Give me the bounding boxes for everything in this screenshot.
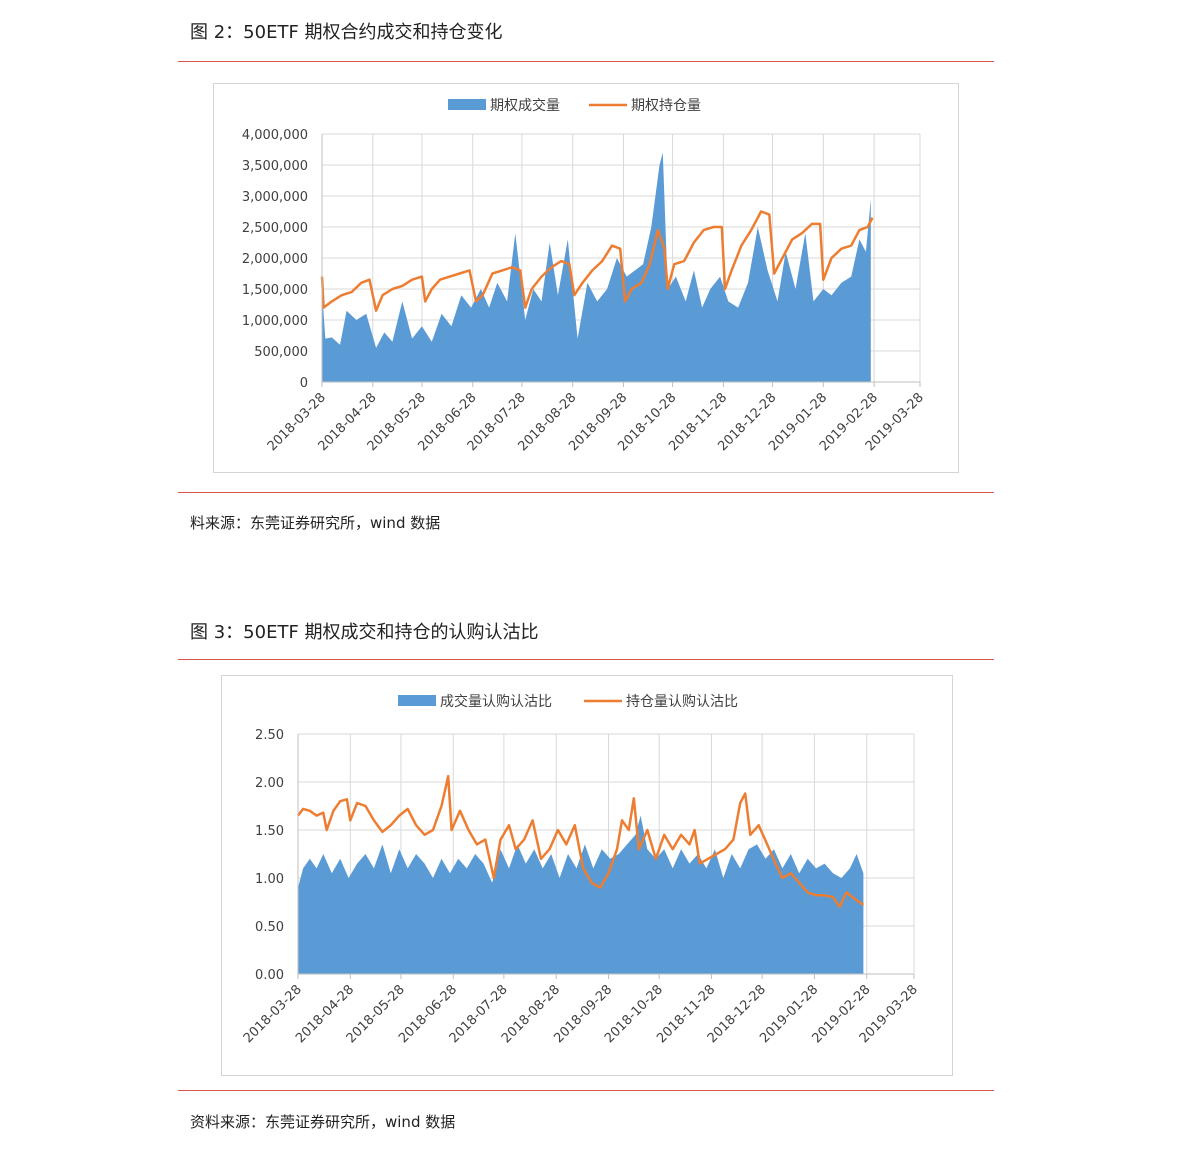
legend-swatch-area [398, 695, 436, 706]
legend: 成交量认购认沽比 持仓量认购认沽比 [398, 693, 738, 710]
legend: 期权成交量 期权持仓量 [448, 97, 701, 114]
chart-2-frame: 0.00 0.50 1.00 1.50 2.00 2.50 2018-03-28 2018-0… [221, 675, 953, 1076]
figure-3-title: 图 3：50ETF 期权成交和持仓的认购认沽比 [190, 622, 539, 643]
line-series [320, 210, 874, 312]
legend-label: 持仓量认购认沽比 [626, 694, 738, 710]
figure-3-top-rule [178, 659, 994, 660]
line-series [297, 774, 865, 909]
y-tick-label: 1.50 [255, 824, 284, 839]
y-tick-label: 2,000,000 [242, 252, 308, 267]
y-tick-label: 2,500,000 [242, 221, 308, 236]
y-tick-label: 3,000,000 [242, 190, 308, 205]
y-tick-label: 500,000 [254, 345, 308, 360]
y-tick-label: 2.00 [255, 776, 284, 791]
chart-2-svg: 0.000.501.001.502.002.502018-03-282018-0… [241, 693, 921, 1046]
y-tick-label: 0 [300, 376, 308, 391]
y-tick-label: 1,000,000 [242, 314, 308, 329]
legend-swatch-area [448, 99, 486, 110]
y-tick-label: 3,500,000 [242, 159, 308, 174]
figure-3-source: 资料来源：东莞证券研究所，wind 数据 [190, 1113, 456, 1131]
y-tick-label: 4,000,000 [242, 128, 308, 143]
y-tick-label: 1,500,000 [242, 283, 308, 298]
legend-label: 成交量认购认沽比 [440, 693, 552, 710]
area-series [322, 152, 871, 382]
figure-3-bottom-rule [178, 1090, 994, 1091]
legend-label: 期权持仓量 [631, 98, 701, 114]
chart-1-svg: 0 500,000 1,000,000 1,500,000 2,000,000 2,500… [242, 97, 927, 454]
y-tick-label: 2.50 [255, 728, 284, 743]
figure-2-bottom-rule [178, 492, 994, 493]
figure-2-top-rule [178, 61, 994, 62]
legend-label: 期权成交量 [490, 97, 560, 114]
y-tick-label: 1.00 [255, 872, 284, 887]
chart-1-frame: 0 500,000 1,000,000 1,500,000 2,000,000 2,500… [213, 83, 959, 473]
figure-2-source: 料来源：东莞证券研究所，wind 数据 [190, 514, 441, 532]
figure-2-title: 图 2：50ETF 期权合约成交和持仓变化 [190, 22, 503, 43]
y-tick-label: 0.00 [255, 968, 284, 983]
y-tick-label: 0.50 [255, 920, 284, 935]
area-series [298, 815, 864, 974]
